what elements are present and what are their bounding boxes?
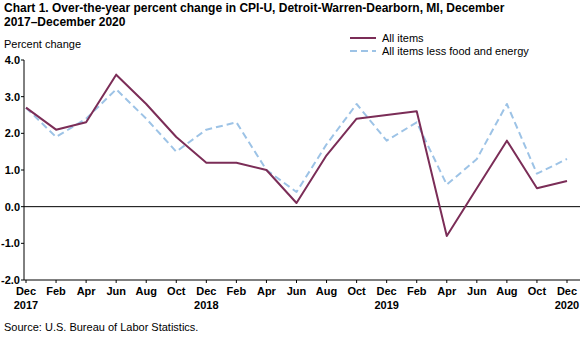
series-line	[26, 89, 567, 192]
x-tick-label: Oct	[528, 285, 547, 297]
y-axis	[24, 60, 25, 280]
y-tick-label: 0.0	[5, 201, 20, 213]
zero-line	[24, 206, 580, 207]
x-tick-label: Dec2018	[194, 285, 218, 311]
x-tick	[146, 280, 147, 283]
chart: Chart 1. Over-the-year percent change in…	[0, 0, 588, 337]
x-tick-label: Jun	[287, 285, 307, 297]
y-tick-label: 1.0	[5, 164, 20, 176]
x-tick	[176, 280, 177, 283]
x-tick	[86, 280, 87, 283]
x-tick-label: Aug	[136, 285, 157, 297]
x-tick	[26, 280, 27, 283]
x-tick-label: Feb	[46, 285, 66, 297]
y-tick-label: 4.0	[5, 54, 20, 66]
x-tick	[56, 280, 57, 283]
x-tick	[567, 280, 568, 283]
x-tick-label: Dec2017	[14, 285, 38, 311]
x-tick	[356, 280, 357, 283]
plot-area	[26, 75, 567, 236]
x-tick	[236, 280, 237, 283]
x-tick-label: Dec2019	[374, 285, 398, 311]
legend-label: All items	[382, 32, 424, 44]
x-tick	[116, 280, 117, 283]
x-tick-label: Oct	[167, 285, 186, 297]
x-tick-label: Jun	[467, 285, 487, 297]
x-tick	[476, 280, 477, 283]
series-line	[26, 75, 567, 236]
x-tick	[386, 280, 387, 283]
legend-swatch	[350, 50, 376, 52]
x-tick-label: Aug	[316, 285, 337, 297]
legend-label: All items less food and energy	[382, 45, 529, 57]
x-tick	[506, 280, 507, 283]
x-tick	[326, 280, 327, 283]
y-tick-label: -1.0	[1, 237, 20, 249]
x-tick	[446, 280, 447, 283]
title: Chart 1. Over-the-year percent change in…	[4, 1, 505, 29]
x-tick	[296, 280, 297, 283]
x-tick-label: Jun	[106, 285, 126, 297]
x-tick-label: Oct	[347, 285, 366, 297]
y-axis-label: Percent change	[4, 38, 81, 50]
x-tick	[536, 280, 537, 283]
y-tick-label: 3.0	[5, 91, 20, 103]
x-axis	[24, 280, 580, 281]
x-tick-label: Apr	[437, 285, 457, 297]
x-tick	[416, 280, 417, 283]
x-tick-label: Apr	[77, 285, 97, 297]
x-tick-label: Dec2020	[555, 285, 579, 311]
source: Source: U.S. Bureau of Labor Statistics.	[4, 321, 198, 333]
x-tick-label: Feb	[227, 285, 247, 297]
x-tick-label: Feb	[407, 285, 427, 297]
x-tick	[206, 280, 207, 283]
x-tick-label: Aug	[496, 285, 517, 297]
x-tick	[266, 280, 267, 283]
x-tick-label: Apr	[257, 285, 277, 297]
y-tick-label: 2.0	[5, 127, 20, 139]
legend-swatch	[350, 37, 376, 39]
